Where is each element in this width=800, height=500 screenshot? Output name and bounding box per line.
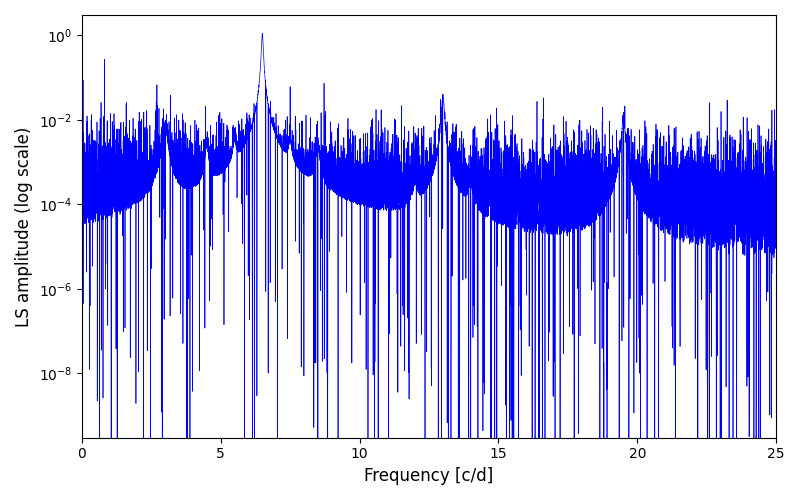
Y-axis label: LS amplitude (log scale): LS amplitude (log scale) xyxy=(15,126,33,326)
X-axis label: Frequency [c/d]: Frequency [c/d] xyxy=(364,467,494,485)
